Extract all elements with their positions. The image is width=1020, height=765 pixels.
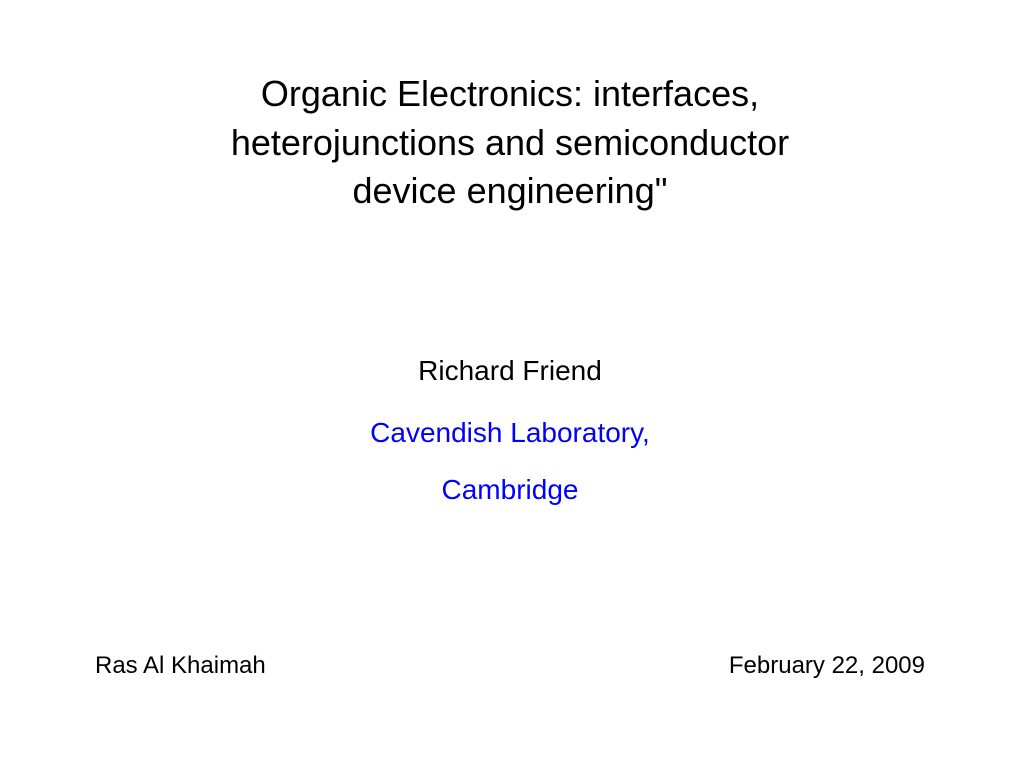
- footer-location: Ras Al Khaimah: [95, 652, 266, 680]
- title-line-1: Organic Electronics: interfaces,: [0, 70, 1020, 119]
- affiliation-line-2: Cambridge: [0, 474, 1020, 506]
- slide-footer: Ras Al Khaimah February 22, 2009: [95, 652, 925, 680]
- title-line-3: device engineering": [0, 167, 1020, 216]
- slide-title: Organic Electronics: interfaces, heteroj…: [0, 70, 1020, 216]
- title-line-2: heterojunctions and semiconductor: [0, 119, 1020, 168]
- footer-date: February 22, 2009: [729, 652, 925, 680]
- author-block: Richard Friend Cavendish Laboratory, Cam…: [0, 355, 1020, 506]
- author-name: Richard Friend: [0, 355, 1020, 387]
- affiliation-line-1: Cavendish Laboratory,: [0, 417, 1020, 449]
